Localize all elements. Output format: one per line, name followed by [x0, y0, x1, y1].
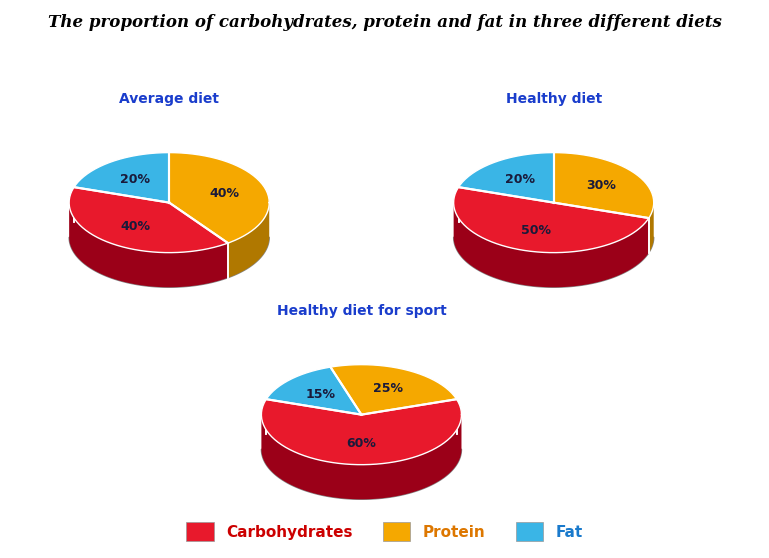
- Text: Healthy diet: Healthy diet: [505, 92, 602, 105]
- Polygon shape: [454, 187, 649, 253]
- Polygon shape: [454, 237, 654, 287]
- Text: 60%: 60%: [347, 437, 376, 450]
- Text: 25%: 25%: [373, 382, 403, 395]
- Legend: Carbohydrates, Protein, Fat: Carbohydrates, Protein, Fat: [180, 516, 589, 547]
- Polygon shape: [69, 237, 269, 287]
- Polygon shape: [261, 414, 461, 499]
- Polygon shape: [266, 367, 361, 415]
- Polygon shape: [458, 152, 554, 203]
- Text: 20%: 20%: [504, 172, 534, 186]
- Polygon shape: [69, 204, 228, 287]
- Text: 40%: 40%: [209, 187, 239, 200]
- Polygon shape: [261, 449, 461, 499]
- Text: 20%: 20%: [120, 172, 150, 186]
- Text: The proportion of carbohydrates, protein and fat in three different diets: The proportion of carbohydrates, protein…: [48, 14, 721, 31]
- Polygon shape: [649, 202, 654, 253]
- Polygon shape: [261, 399, 461, 465]
- Text: 30%: 30%: [586, 179, 615, 192]
- Polygon shape: [454, 204, 649, 287]
- Text: Healthy diet for sport: Healthy diet for sport: [277, 304, 446, 318]
- Text: 40%: 40%: [120, 220, 150, 233]
- Text: 15%: 15%: [305, 388, 335, 401]
- Polygon shape: [228, 202, 269, 278]
- Polygon shape: [331, 364, 457, 415]
- Text: 50%: 50%: [521, 224, 551, 237]
- Polygon shape: [554, 152, 654, 218]
- Polygon shape: [169, 152, 269, 243]
- Polygon shape: [69, 187, 228, 253]
- Text: Average diet: Average diet: [119, 92, 219, 105]
- Polygon shape: [74, 152, 169, 203]
